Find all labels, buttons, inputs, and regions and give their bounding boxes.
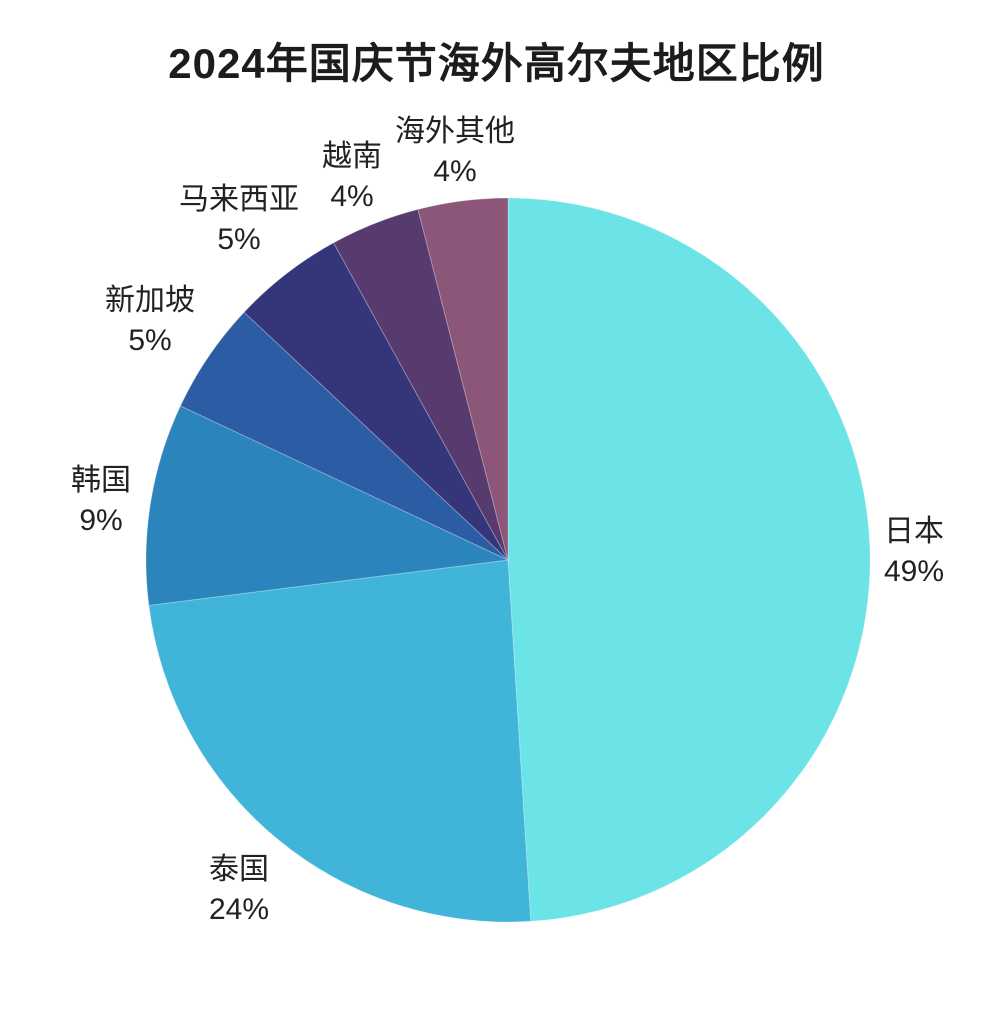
slice-label-value: 49% [883,555,945,588]
slice-label-name: 马来西亚 [179,183,299,216]
pie-slice-0 [507,197,871,922]
slice-label-other: 海外其他 4% [395,112,515,192]
slice-label-value: 9% [79,504,123,537]
slice-label-vietnam: 越南 4% [322,137,382,217]
slice-label-value: 24% [208,893,270,926]
slice-label-name: 海外其他 [395,115,515,148]
slice-label-name: 韩国 [71,464,131,497]
slice-label-value: 4% [433,155,477,188]
pie-slice-1 [148,559,532,923]
chart-title: 2024年国庆节海外高尔夫地区比例 [168,40,825,87]
slice-label-value: 5% [217,223,261,256]
pie-slice-5 [332,208,509,561]
slice-label-name: 新加坡 [105,284,195,317]
slice-label-korea: 韩国 9% [71,461,131,541]
slice-label-singapore: 新加坡 5% [105,281,195,361]
slice-label-malaysia: 马来西亚 5% [179,180,299,260]
slice-label-value: 4% [330,180,374,213]
slice-label-value: 5% [128,324,172,357]
pie-slice-6 [417,197,509,561]
slice-label-name: 日本 [883,515,944,548]
slice-label-name: 泰国 [208,853,269,886]
pie-slice-2 [145,405,510,606]
slice-label-japan: 日本 49% [884,512,944,592]
slice-label-thailand: 泰国 24% [209,850,269,930]
pie-slice-3 [179,311,509,561]
pie-slice-4 [243,242,509,561]
slice-label-name: 越南 [322,140,382,173]
